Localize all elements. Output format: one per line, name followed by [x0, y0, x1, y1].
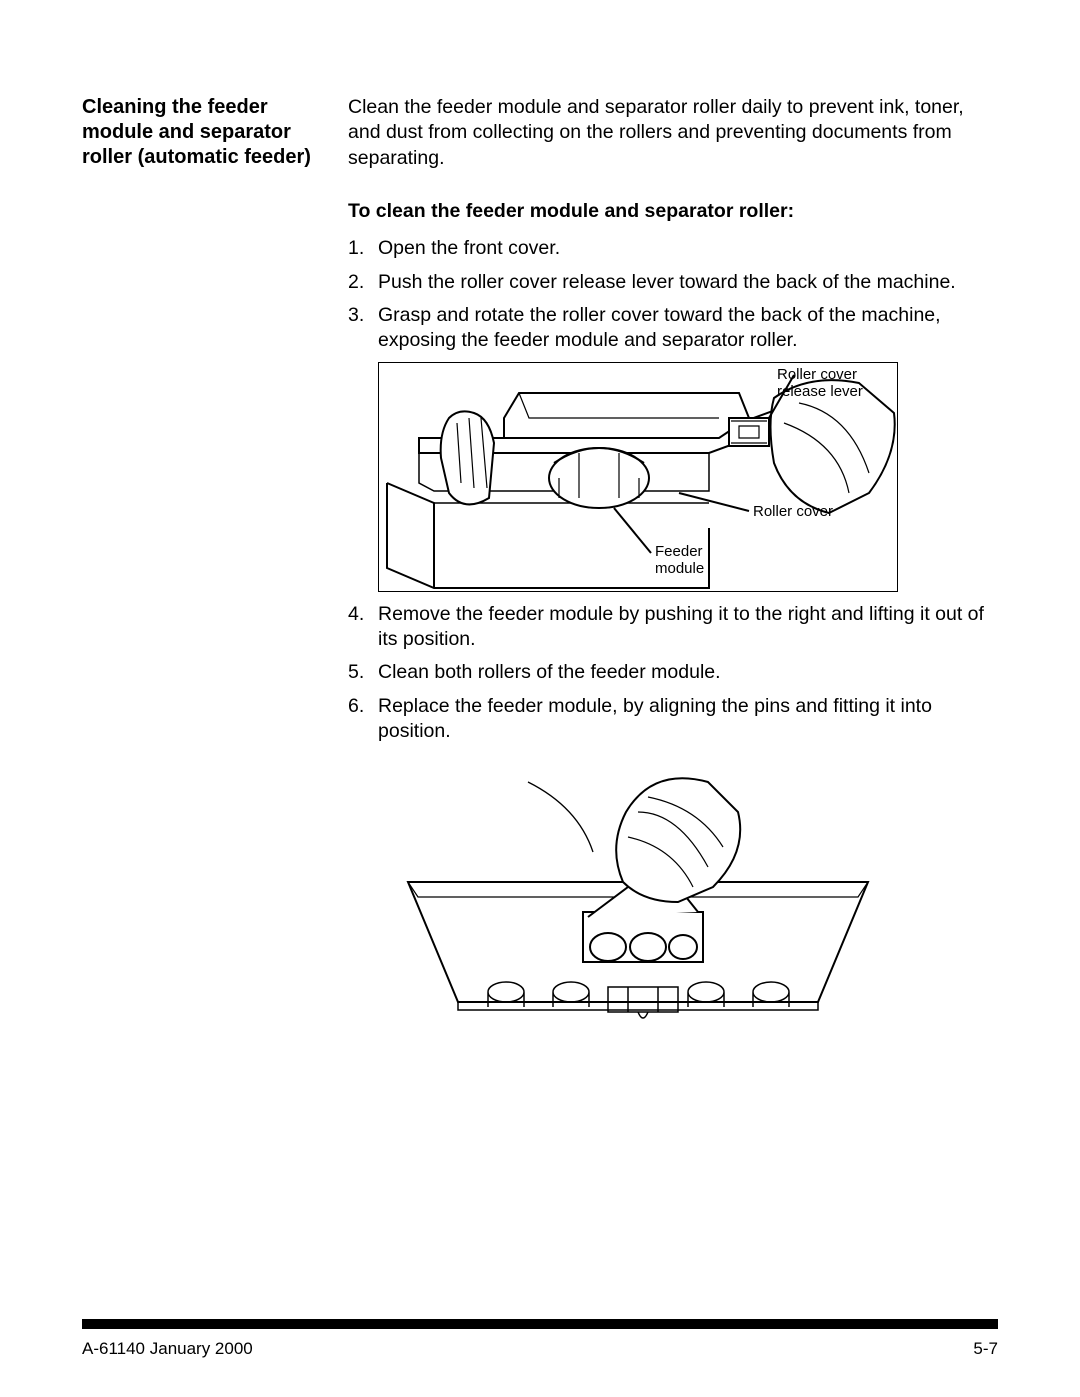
step-number: 6. [348, 694, 378, 745]
diagram-2 [378, 752, 898, 1032]
callout-text: Roller cover [777, 366, 857, 383]
step-text: Remove the feeder module by pushing it t… [378, 602, 998, 653]
step-text: Grasp and rotate the roller cover toward… [378, 303, 998, 354]
content-row: Cleaning the feeder module and separator… [82, 95, 998, 1032]
step-text: Open the front cover. [378, 236, 998, 261]
footer-right: 5-7 [973, 1339, 998, 1359]
step-3: 3. Grasp and rotate the roller cover tow… [348, 303, 998, 354]
side-heading: Cleaning the feeder module and separator… [82, 95, 320, 1032]
footer-left: A-61140 January 2000 [82, 1339, 253, 1359]
step-2: 2. Push the roller cover release lever t… [348, 270, 998, 295]
step-1: 1. Open the front cover. [348, 236, 998, 261]
step-4: 4. Remove the feeder module by pushing i… [348, 602, 998, 653]
step-number: 2. [348, 270, 378, 295]
callout-release-lever: Roller cover release lever [777, 366, 863, 401]
step-text: Push the roller cover release lever towa… [378, 270, 998, 295]
step-5: 5. Clean both rollers of the feeder modu… [348, 660, 998, 685]
footer-rule [82, 1319, 998, 1329]
callout-roller-cover: Roller cover [753, 503, 833, 520]
diagram-1: Roller cover release lever Roller cover … [378, 362, 898, 592]
callout-text: Feeder [655, 543, 703, 560]
main-column: Clean the feeder module and separator ro… [348, 95, 998, 1032]
callout-text: module [655, 560, 704, 577]
callout-text: release lever [777, 383, 863, 400]
step-text: Clean both rollers of the feeder module. [378, 660, 998, 685]
intro-paragraph: Clean the feeder module and separator ro… [348, 95, 998, 171]
footer: A-61140 January 2000 5-7 [82, 1339, 998, 1359]
procedure-subheading: To clean the feeder module and separator… [348, 199, 998, 224]
callout-feeder-module: Feeder module [655, 543, 704, 578]
diagram-1-wrap: Roller cover release lever Roller cover … [378, 362, 998, 592]
step-text: Replace the feeder module, by aligning t… [378, 694, 998, 745]
diagram-2-svg [378, 752, 898, 1032]
step-6: 6. Replace the feeder module, by alignin… [348, 694, 998, 745]
step-list-continued: 4. Remove the feeder module by pushing i… [348, 602, 998, 745]
step-number: 4. [348, 602, 378, 653]
step-number: 1. [348, 236, 378, 261]
callout-text: Roller cover [753, 503, 833, 520]
step-number: 5. [348, 660, 378, 685]
step-list: 1. Open the front cover. 2. Push the rol… [348, 236, 998, 353]
page: Cleaning the feeder module and separator… [0, 0, 1080, 1397]
step-number: 3. [348, 303, 378, 354]
